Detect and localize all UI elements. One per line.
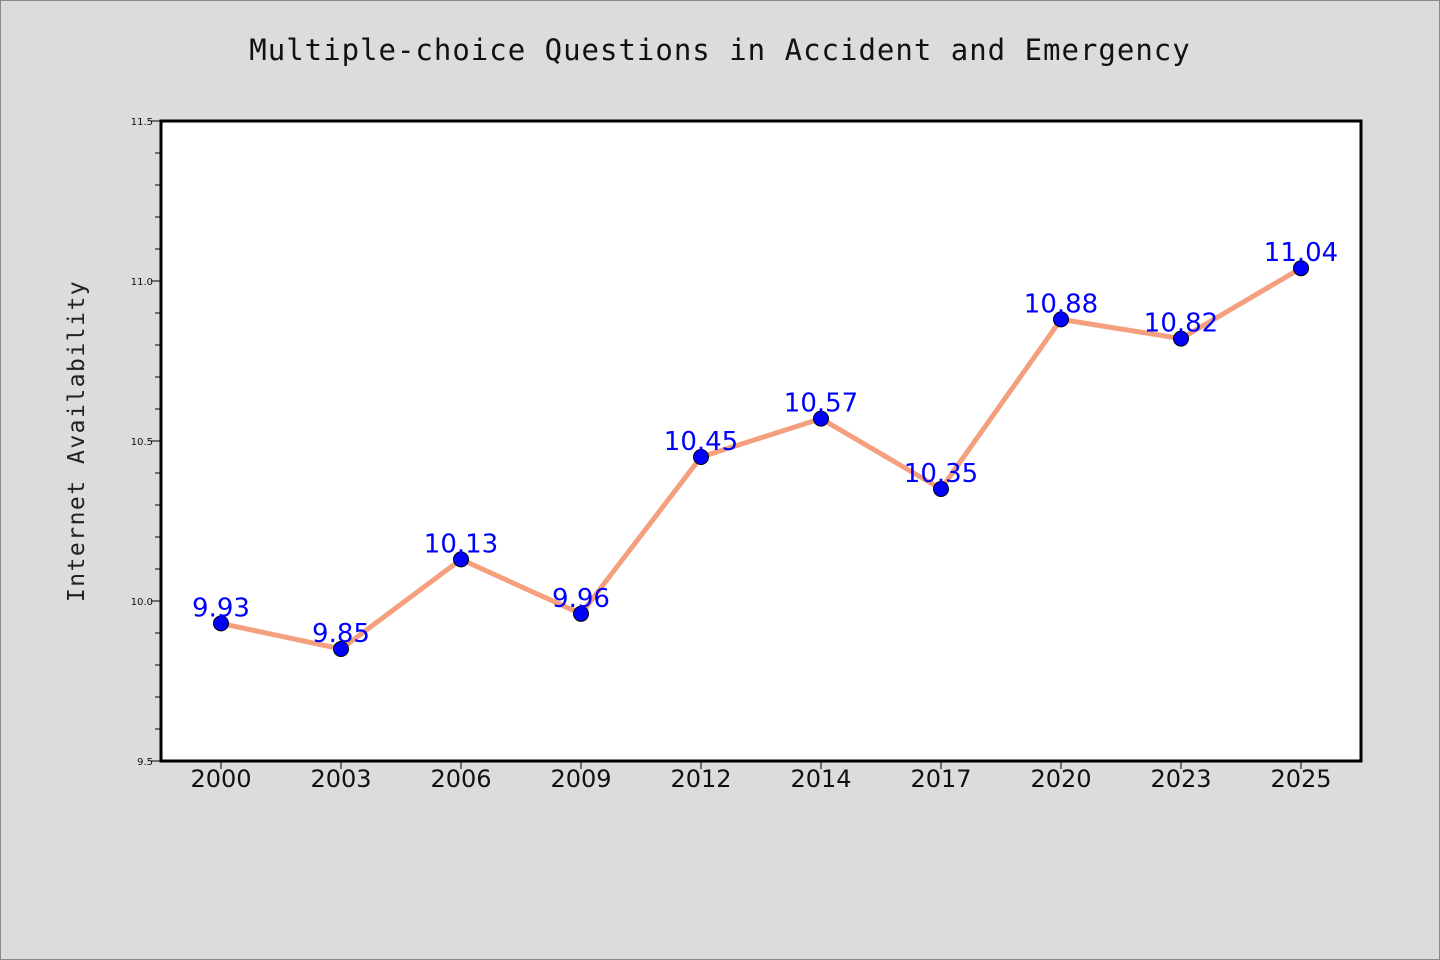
data-point (453, 551, 469, 568)
x-tick-label: 2020 (1030, 765, 1091, 793)
y-tick-label: 10.0 (131, 597, 153, 608)
x-tick-label: 2014 (790, 765, 851, 793)
x-tick-label: 2006 (430, 765, 491, 793)
data-label: 10.82 (1144, 309, 1218, 339)
data-point (213, 615, 229, 632)
data-label: 10.13 (424, 529, 498, 559)
data-label: 10.35 (904, 459, 978, 489)
y-tick-label: 10.5 (131, 437, 153, 448)
plot-area (159, 119, 1363, 763)
x-tick-label: 2017 (910, 765, 971, 793)
data-point (933, 481, 949, 497)
x-tick-label: 2025 (1270, 765, 1331, 793)
y-tick-label: 11.5 (131, 117, 153, 128)
x-axis: 2000 2003 2006 2009 2012 2014 2017 2020 2023 2025 (190, 761, 1332, 793)
data-label: 10.45 (664, 427, 738, 457)
data-point (813, 410, 829, 427)
x-tick-label: 2003 (310, 765, 371, 793)
data-label-layer: 9.93 9.85 10.13 9.96 10.45 10.57 10.35 10.88 10.… (192, 238, 1338, 649)
data-point (1293, 260, 1309, 277)
data-label: 9.93 (192, 593, 250, 623)
data-label: 10.88 (1024, 289, 1098, 319)
y-axis: 9.5 10.0 10.5 11.0 11.5 (131, 117, 161, 768)
data-point (1053, 311, 1069, 328)
x-tick-label: 2012 (670, 765, 731, 793)
data-label: 9.85 (312, 619, 370, 649)
chart-title: Multiple-choice Questions in Accident an… (249, 33, 1191, 67)
x-tick-label: 2009 (550, 765, 611, 793)
y-tick-label: 9.5 (137, 757, 153, 768)
data-point (573, 605, 589, 622)
data-label: 9.96 (552, 584, 610, 614)
data-point (1173, 330, 1189, 347)
series-line (218, 265, 1304, 652)
y-tick-label: 11.0 (131, 277, 153, 288)
data-point (693, 449, 709, 465)
data-label: 10.57 (784, 389, 858, 419)
x-tick-label: 2023 (1150, 765, 1211, 793)
series-layer (213, 260, 1309, 657)
x-tick-label: 2000 (190, 765, 251, 793)
data-label: 11.04 (1264, 238, 1338, 268)
data-point (333, 641, 349, 657)
